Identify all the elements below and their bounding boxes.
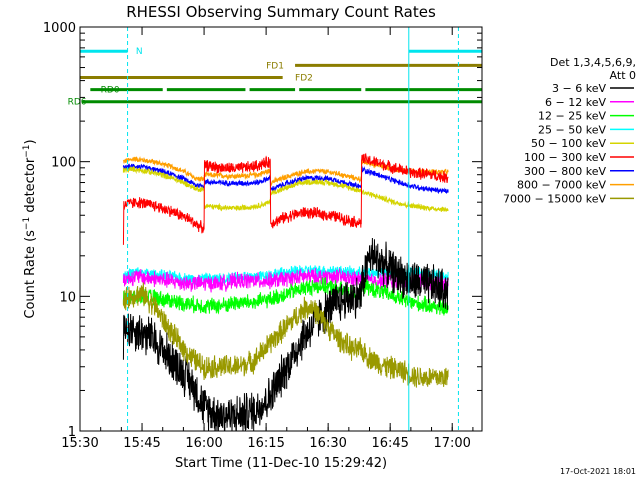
legend-entry-label: 6 − 12 keV [545,96,606,109]
y-axis-label-end: ) [23,139,38,144]
legend-entry-label: 300 − 800 keV [524,165,606,178]
legend-entry-label: 50 − 100 keV [531,137,606,150]
x-tick-label: 15:30 [61,436,98,451]
series-line [122,282,449,388]
legend-entry-label: 100 − 300 keV [524,151,606,164]
x-tick-label: 16:00 [185,436,222,451]
series-line [122,166,449,212]
flag-label: RD0 [101,86,120,96]
legend-entry-label: 7000 − 15000 keV [503,192,606,205]
x-axis-label: Start Time (11-Dec-10 15:29:42) [175,456,387,471]
legend-entry-label: 25 − 50 keV [538,123,606,136]
y-axis-label-sup1: −1 [22,217,32,230]
legend-header: Det 1,3,4,5,6,9, [550,56,636,69]
y-axis-label: Count Rate (s−1 detector−1) [22,139,38,318]
chart-title: RHESSI Observing Summary Count Rates [126,3,436,21]
y-axis-label-sup2: −1 [22,144,32,157]
legend-entry-label: 800 − 7000 keV [517,179,606,192]
y-axis-label-main: Count Rate (s [23,230,38,319]
x-tick-label: 17:00 [433,436,470,451]
plot-frame [79,26,483,432]
flag-label: RD6 [68,98,87,108]
series-layer [122,152,449,431]
y-tick-label: 10 [59,290,76,305]
x-tick-label: 16:15 [247,436,284,451]
flag-label: N [136,47,143,57]
x-tick-label: 16:30 [309,436,346,451]
ticks-layer: 15:30 15:45 16:00 16:15 16:30 16:45 17:00 1 10 10… [43,21,482,451]
legend-header: Att 0 [610,69,636,82]
series-line [122,152,449,245]
series-line [122,238,449,431]
series-line [122,163,449,195]
legend-entry-label: 12 − 25 keV [538,110,606,123]
legend-entry-label: 3 − 6 keV [552,82,606,95]
x-tick-label: 16:45 [371,436,408,451]
flag-label: FD1 [266,61,284,71]
series-line [122,277,449,316]
flags-layer: N FD1 FD2 RD0 RD6 [68,47,482,108]
timestamp: 17-Oct-2021 18:01 [560,467,636,476]
y-tick-label: 1 [68,425,76,440]
y-tick-label: 1000 [43,21,76,36]
x-tick-label: 15:45 [123,436,160,451]
y-tick-label: 100 [51,156,76,171]
flag-label: FD2 [295,74,313,84]
y-axis-label-mid: detector [23,157,38,217]
